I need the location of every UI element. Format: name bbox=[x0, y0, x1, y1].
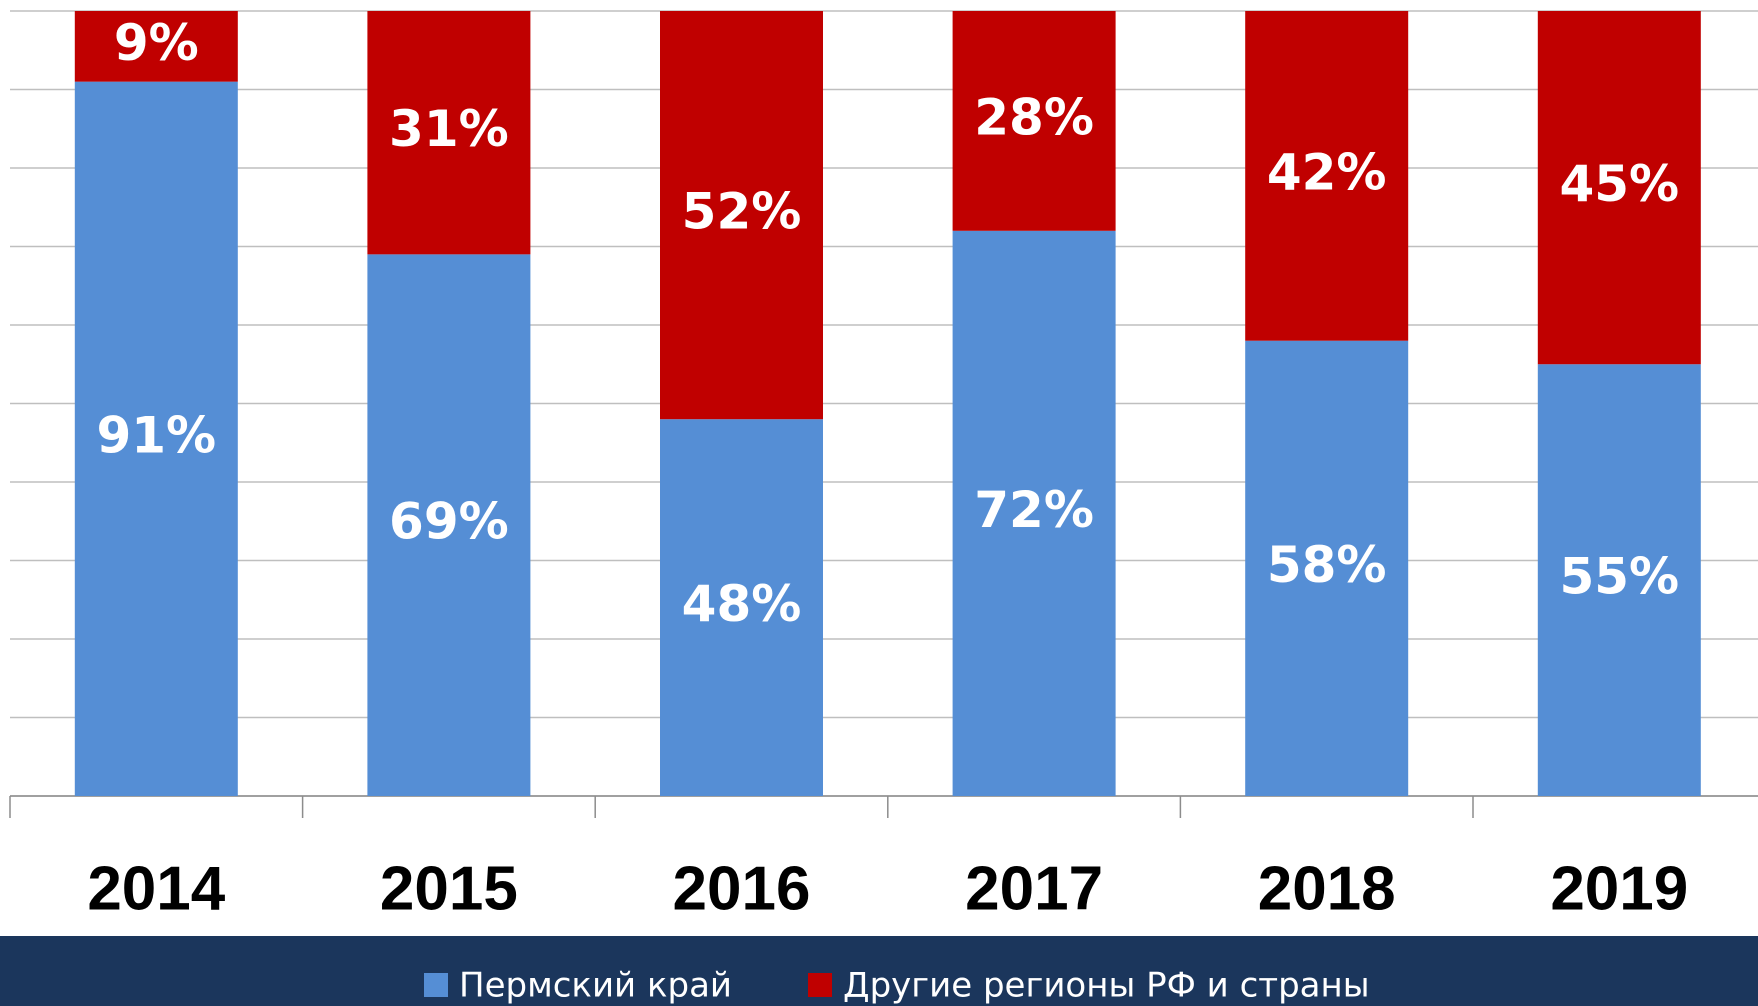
bar-segment bbox=[1537, 364, 1701, 796]
bar-segment bbox=[367, 254, 531, 797]
bar-segment bbox=[367, 11, 531, 255]
bar-segment bbox=[1245, 340, 1409, 796]
data-label: 58% bbox=[1267, 536, 1387, 594]
data-label: 45% bbox=[1559, 155, 1679, 213]
data-label: 48% bbox=[682, 575, 802, 633]
x-tick-label: 2016 bbox=[673, 854, 811, 923]
legend-swatch bbox=[808, 973, 832, 997]
bar-segment bbox=[952, 11, 1116, 231]
data-label: 72% bbox=[974, 481, 1094, 539]
bar-segment bbox=[660, 419, 823, 796]
data-label: 42% bbox=[1267, 143, 1387, 201]
data-label: 69% bbox=[389, 493, 509, 551]
x-tick-label: 2014 bbox=[87, 854, 225, 923]
x-tick-label: 2015 bbox=[380, 854, 518, 923]
data-label: 91% bbox=[96, 406, 216, 464]
x-tick-label: 2017 bbox=[965, 854, 1103, 923]
bar-segment bbox=[74, 81, 238, 796]
legend-label: Пермский край bbox=[459, 966, 732, 1006]
x-tick-label: 2019 bbox=[1550, 854, 1688, 923]
data-label: 55% bbox=[1559, 548, 1679, 606]
bar-segment bbox=[952, 230, 1116, 797]
data-label: 31% bbox=[389, 100, 509, 158]
x-tick-label: 2018 bbox=[1258, 854, 1396, 923]
bar-segment bbox=[1537, 11, 1701, 365]
data-label: 28% bbox=[974, 88, 1094, 146]
bar-segment bbox=[1245, 11, 1409, 341]
legend-swatch bbox=[424, 973, 448, 997]
legend-band bbox=[0, 936, 1758, 1006]
legend-label: Другие регионы РФ и страны bbox=[843, 966, 1370, 1006]
data-label: 9% bbox=[114, 14, 199, 72]
bar-segment bbox=[74, 11, 238, 82]
data-label: 52% bbox=[682, 183, 802, 241]
bar-segment bbox=[660, 11, 823, 420]
